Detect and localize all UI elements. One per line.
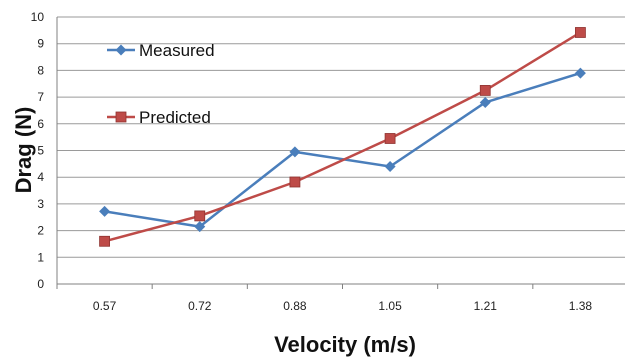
data-point-measured [384,161,396,173]
data-point-predicted [99,235,110,247]
data-point-measured [574,67,586,79]
y-tick-label: 4 [37,170,44,184]
x-tick-label: 1.38 [569,299,593,313]
y-axis-ticks: 0 1 2 3 4 5 6 7 8 9 10 [31,10,45,291]
gridlines [57,16,625,258]
legend-marker-predicted [115,111,127,123]
y-tick-label: 7 [37,90,44,104]
data-point-measured [99,205,111,217]
data-point-predicted [575,27,586,38]
y-tick-label: 2 [37,224,44,238]
y-tick-label: 10 [31,10,45,24]
data-point-predicted [289,176,301,188]
x-tick-label: 1.21 [474,299,498,313]
legend-label-predicted: Predicted [139,108,211,127]
x-axis-title: Velocity (m/s) [274,332,416,357]
y-tick-label: 3 [37,197,44,211]
x-axis-ticks: 0.57 0.72 0.88 1.05 1.21 1.38 [93,299,593,313]
data-point-predicted [384,133,396,144]
y-axis-title: Drag (N) [11,107,36,194]
series-layer [99,27,586,247]
y-tick-label: 9 [37,37,44,51]
x-axis [56,17,625,289]
y-tick-label: 0 [37,277,44,291]
y-tick-label: 8 [37,63,44,77]
data-point-measured [194,221,206,233]
x-tick-label: 1.05 [378,299,402,313]
y-tick-label: 5 [37,144,44,158]
series-line-predicted [104,31,582,243]
legend-item-measured: Measured [107,41,215,60]
x-tick-label: 0.72 [188,299,212,313]
legend-item-predicted: Predicted [107,108,211,127]
series-measured [99,67,586,233]
legend-label-measured: Measured [139,41,215,60]
data-point-predicted [479,85,491,96]
y-tick-label: 1 [37,250,44,264]
x-tick-label: 0.88 [283,299,307,313]
legend: Measured Predicted [107,41,215,127]
series-predicted [99,27,586,247]
x-tick-label: 0.57 [93,299,117,313]
data-point-measured [289,146,301,158]
y-tick-label: 6 [37,117,44,131]
legend-marker-measured [115,44,127,56]
data-point-measured [479,96,491,108]
data-point-predicted [194,210,206,222]
